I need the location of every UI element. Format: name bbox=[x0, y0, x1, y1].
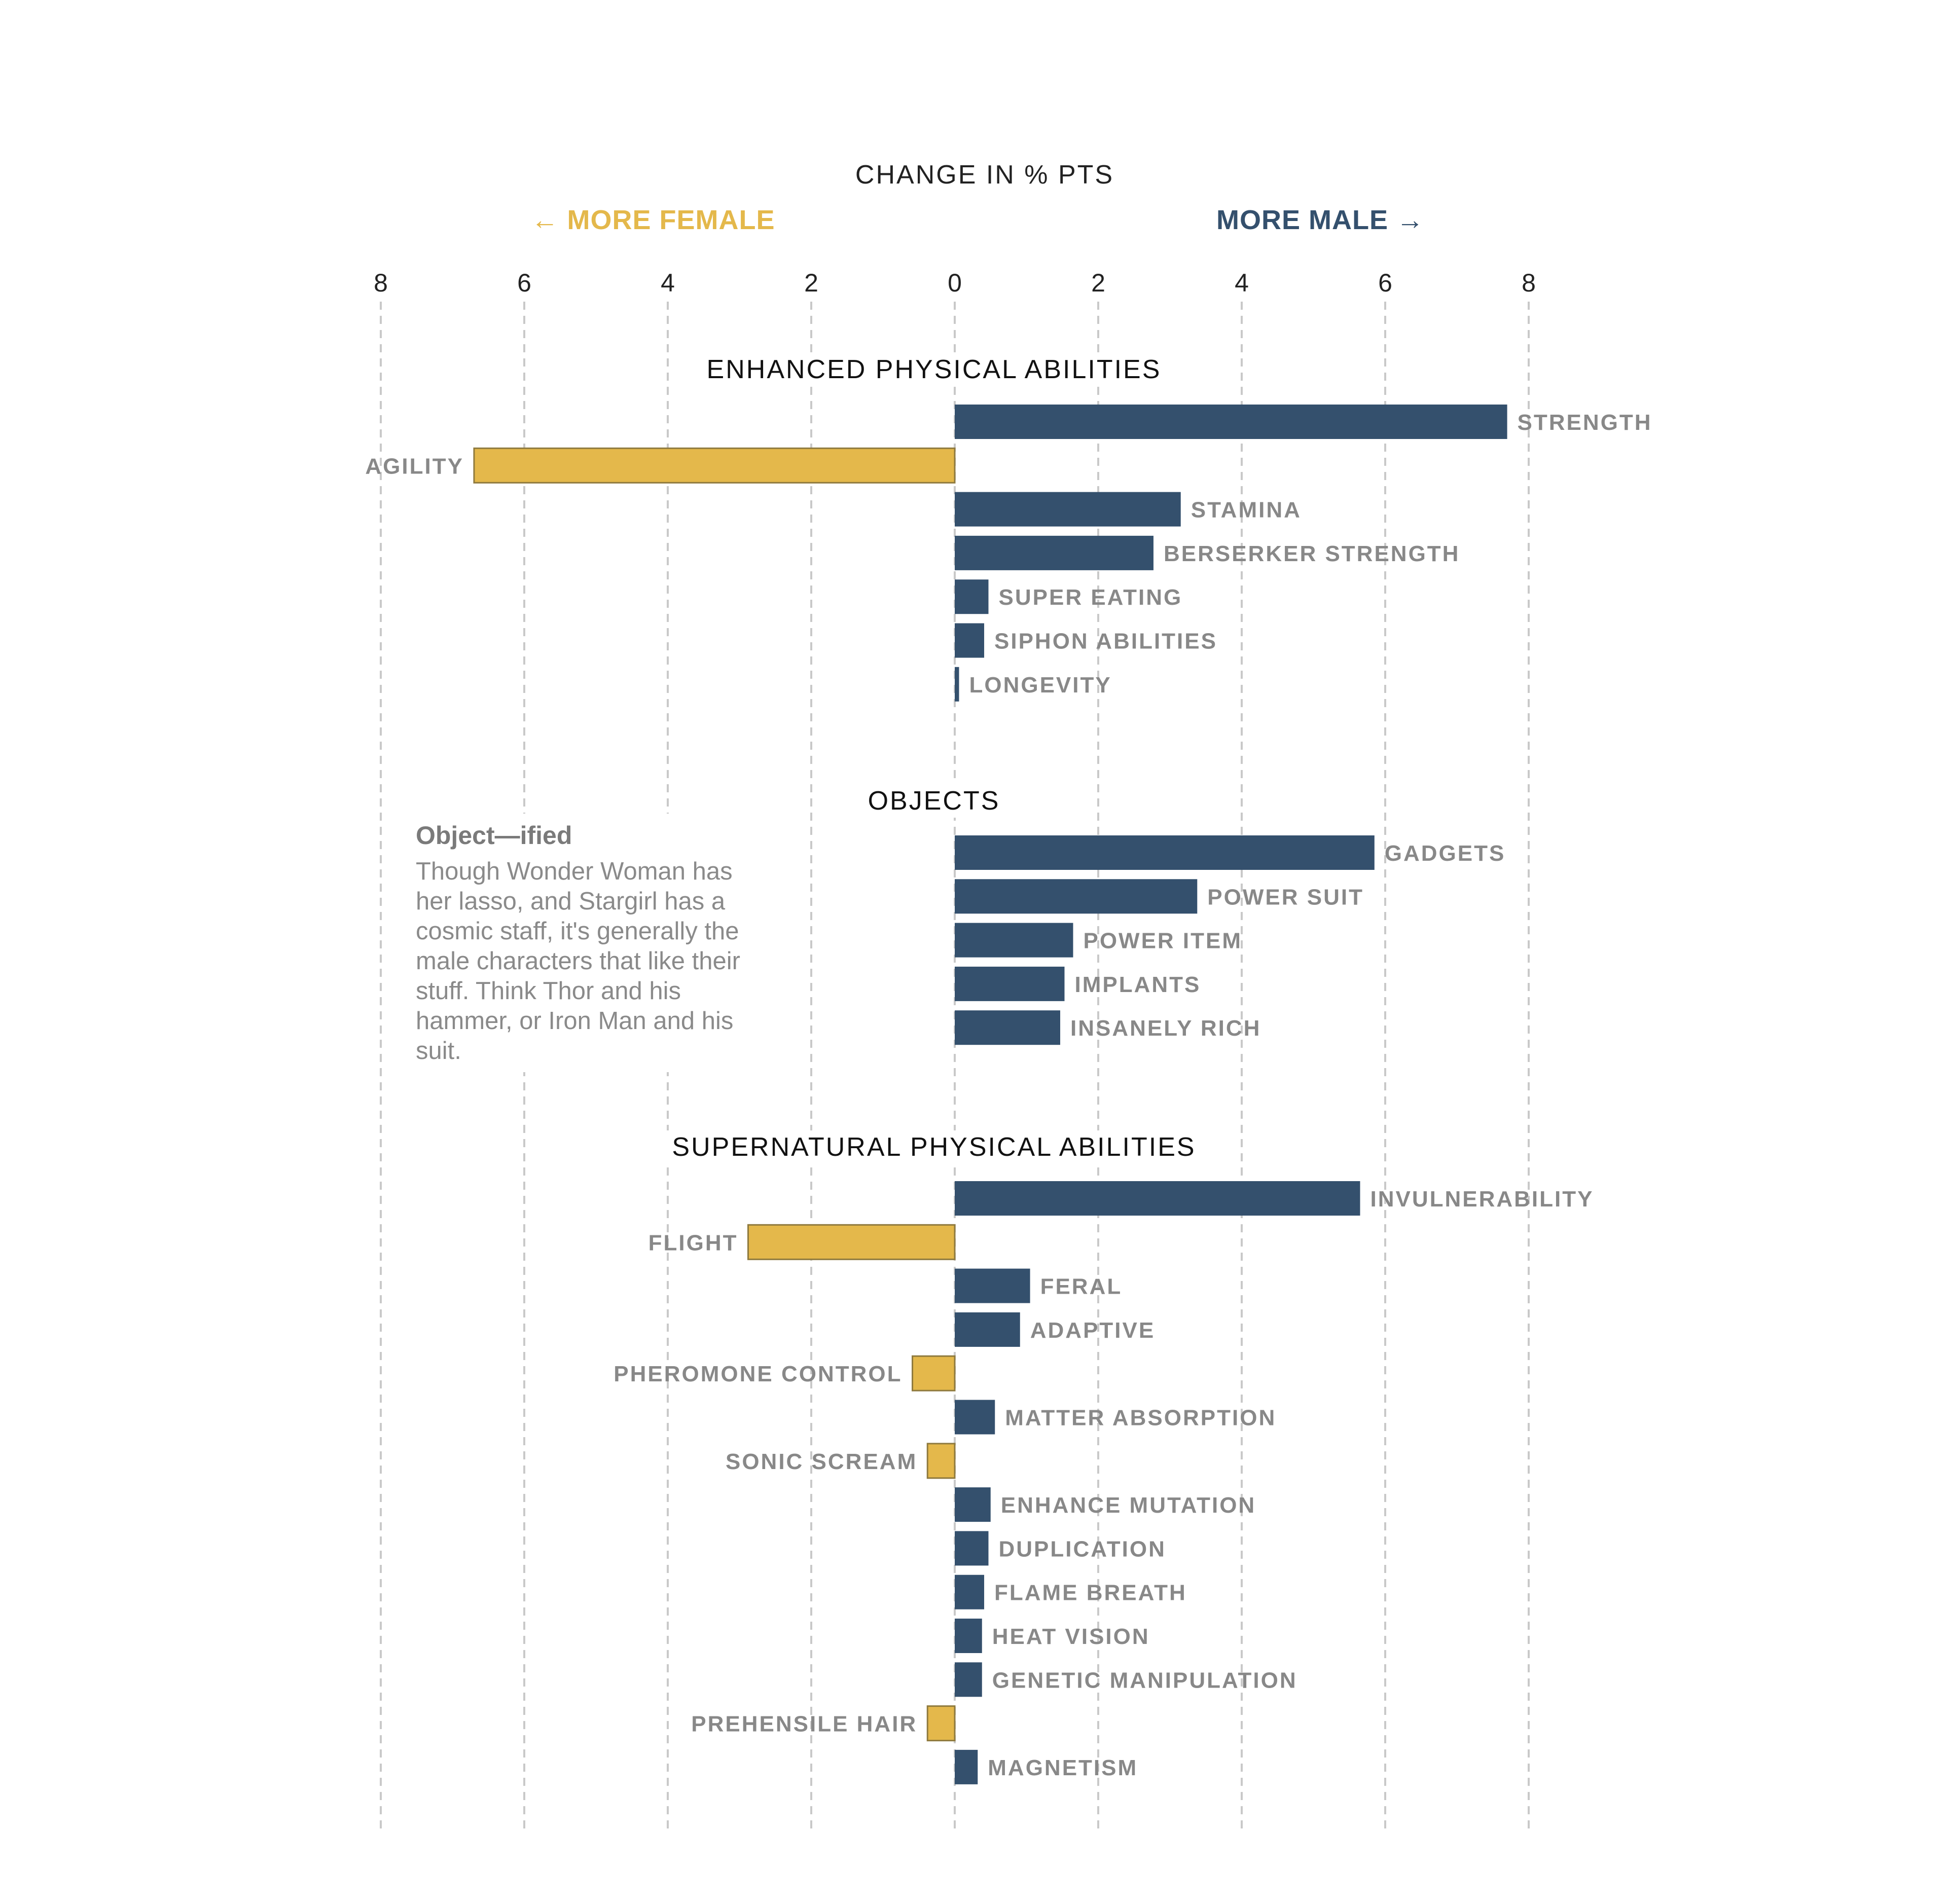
bar bbox=[955, 879, 1198, 914]
bar bbox=[955, 1010, 1061, 1045]
x-tick-label: 8 bbox=[374, 269, 388, 297]
x-tick-label: 0 bbox=[948, 269, 962, 297]
bar-label: SONIC SCREAM bbox=[726, 1449, 917, 1474]
bar bbox=[955, 579, 989, 614]
x-tick-label: 4 bbox=[661, 269, 675, 297]
annotation: Object—ified Though Wonder Woman has her … bbox=[403, 814, 804, 1072]
bar-label: GENETIC MANIPULATION bbox=[992, 1668, 1297, 1693]
bar-label: GADGETS bbox=[1385, 841, 1506, 866]
bar-label: SUPER EATING bbox=[999, 585, 1183, 610]
bar-label: ENHANCE MUTATION bbox=[1001, 1493, 1256, 1518]
bar-label: FLAME BREATH bbox=[994, 1581, 1187, 1605]
bar bbox=[955, 1619, 982, 1653]
bar-label: DUPLICATION bbox=[999, 1536, 1166, 1561]
bar-label: POWER SUIT bbox=[1207, 885, 1364, 909]
bar-label: IMPLANTS bbox=[1074, 972, 1201, 997]
bar bbox=[955, 1531, 989, 1566]
bar-label: ADAPTIVE bbox=[1030, 1318, 1155, 1343]
bar-label: PHEROMONE CONTROL bbox=[614, 1362, 902, 1386]
section-title: SUPERNATURAL PHYSICAL ABILITIES bbox=[672, 1132, 1196, 1162]
bar bbox=[955, 1662, 982, 1697]
annotation-line: male characters that like their bbox=[416, 947, 740, 975]
bars: STRENGTH AGILITY STAMINA BERSERKER STRENGTH… bbox=[365, 405, 1652, 1784]
bar bbox=[955, 1487, 991, 1522]
bar-label: BERSERKER STRENGTH bbox=[1164, 541, 1460, 566]
bar bbox=[926, 1443, 956, 1479]
bar bbox=[747, 1224, 956, 1260]
bar bbox=[473, 447, 956, 484]
section-title-background bbox=[699, 353, 1169, 386]
bar bbox=[955, 923, 1073, 958]
x-axis-ticks: 8 6 4 2 0 2 4 6 8 bbox=[374, 269, 1536, 297]
section-title: ENHANCED PHYSICAL ABILITIES bbox=[707, 355, 1162, 384]
bar bbox=[955, 1312, 1020, 1347]
bar-label: LONGEVITY bbox=[969, 673, 1111, 698]
bar bbox=[926, 1705, 956, 1742]
sections: ENHANCED PHYSICAL ABILITIES OBJECTS SUPERN… bbox=[665, 353, 1203, 1164]
annotation-body: Though Wonder Woman has her lasso, and St… bbox=[416, 858, 740, 1065]
bar bbox=[955, 835, 1375, 870]
bar-label: MAGNETISM bbox=[988, 1755, 1138, 1780]
x-tick-label: 6 bbox=[1378, 269, 1392, 297]
bar bbox=[955, 1268, 1030, 1303]
annotation-line: hammer, or Iron Man and his bbox=[416, 1007, 733, 1035]
x-tick-label: 6 bbox=[517, 269, 531, 297]
annotation-line: her lasso, and Stargirl has a bbox=[416, 888, 726, 915]
bar bbox=[955, 966, 1065, 1001]
section-title-background bbox=[665, 1130, 1203, 1164]
bar-label: SIPHON ABILITIES bbox=[994, 629, 1217, 654]
annotation-line: stuff. Think Thor and his bbox=[416, 977, 681, 1005]
x-tick-label: 2 bbox=[804, 269, 818, 297]
bar bbox=[955, 405, 1507, 439]
x-tick-label: 8 bbox=[1522, 269, 1536, 297]
more-male-label: MORE MALE → bbox=[1216, 205, 1424, 235]
bar bbox=[912, 1355, 956, 1392]
bar-label: AGILITY bbox=[365, 454, 464, 479]
bar-label: INVULNERABILITY bbox=[1370, 1187, 1594, 1212]
bar bbox=[955, 667, 959, 702]
axis-header: CHANGE IN % PTS ← MORE FEMALE MORE MALE … bbox=[531, 160, 1424, 235]
bar-label: PREHENSILE HAIR bbox=[691, 1712, 917, 1737]
bar-label: STAMINA bbox=[1191, 498, 1302, 523]
x-tick-label: 2 bbox=[1091, 269, 1105, 297]
bar-label: POWER ITEM bbox=[1083, 929, 1242, 954]
annotation-background bbox=[403, 814, 804, 1072]
section-title: OBJECTS bbox=[868, 786, 1000, 816]
bar bbox=[955, 1575, 985, 1609]
axis-title: CHANGE IN % PTS bbox=[855, 160, 1114, 190]
bar bbox=[955, 535, 1153, 570]
bar-label: HEAT VISION bbox=[992, 1624, 1150, 1649]
bar-label: MATTER ABSORPTION bbox=[1005, 1406, 1276, 1431]
bar bbox=[955, 1181, 1360, 1216]
bar bbox=[955, 492, 1181, 527]
bar bbox=[955, 1400, 995, 1435]
annotation-line: Though Wonder Woman has bbox=[416, 858, 733, 885]
bar-label: FLIGHT bbox=[648, 1230, 738, 1255]
annotation-line: suit. bbox=[416, 1037, 461, 1065]
section-title-background bbox=[860, 784, 1007, 818]
more-female-label: ← MORE FEMALE bbox=[531, 205, 775, 235]
bar bbox=[955, 1749, 978, 1784]
x-tick-label: 4 bbox=[1235, 269, 1249, 297]
bar bbox=[955, 623, 985, 658]
bar-label: INSANELY RICH bbox=[1070, 1016, 1261, 1041]
annotation-line: cosmic staff, it's generally the bbox=[416, 918, 739, 945]
bar-label: STRENGTH bbox=[1518, 410, 1652, 435]
annotation-title: Object—ified bbox=[416, 821, 572, 850]
bar-label: FERAL bbox=[1040, 1274, 1123, 1299]
